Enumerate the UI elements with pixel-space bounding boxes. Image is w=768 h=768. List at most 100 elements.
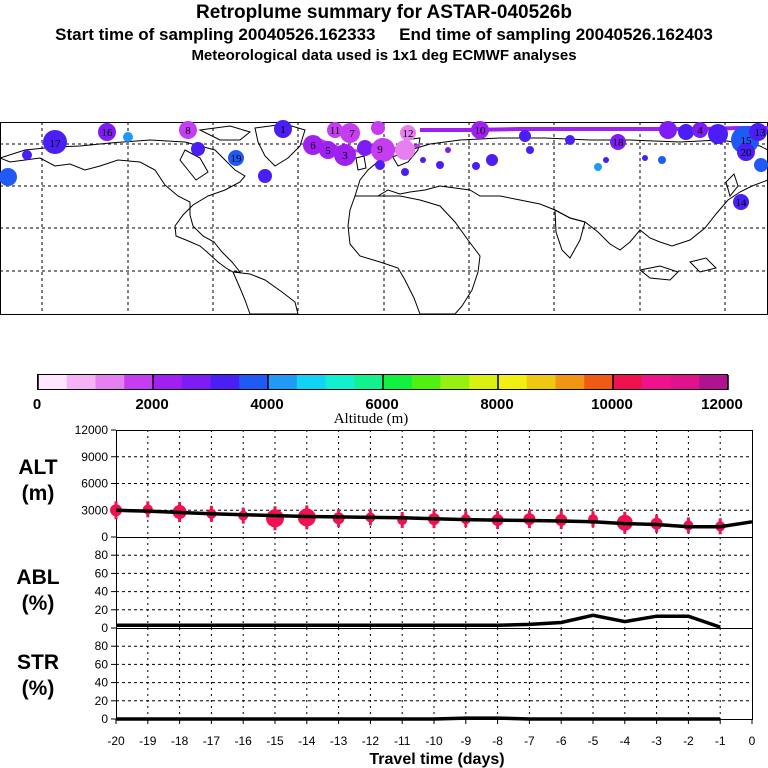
x-tick-label: -7 (524, 734, 535, 748)
colorbar-swatch (124, 375, 154, 389)
colorbar-swatch (325, 375, 355, 389)
x-tick-label: -17 (203, 734, 221, 748)
altitude-colorbar: 0 2000 4000 6000 8000 10000 12000 Altitu… (33, 374, 743, 427)
track-label: 11 (330, 125, 341, 137)
alt-series-line (115, 508, 753, 529)
colorbar-swatch (526, 375, 557, 389)
track-label: 18 (613, 137, 625, 149)
track-label: 14 (736, 197, 748, 209)
alt-ytick-label: 12000 (75, 423, 109, 437)
colorbar-swatch (210, 375, 240, 389)
x-tick-label: -4 (619, 734, 630, 748)
coastlines (0, 123, 768, 315)
abl-ytick-label: 20 (95, 603, 109, 617)
x-tick-label: -19 (139, 734, 157, 748)
colorbar-swatch (181, 375, 212, 389)
x-tick-label: -9 (460, 734, 471, 748)
str-ytick-label: 60 (95, 657, 109, 671)
track-label: 3 (342, 150, 348, 162)
abl-ytick-label: 60 (95, 566, 109, 580)
x-tick-label: -11 (394, 734, 411, 748)
world-map: 17 16 8 19 1 6 11 7 5 3 9 12 10 18 4 13 … (0, 120, 768, 315)
alt-ylabel: ALT (18, 456, 57, 479)
colorbar-swatch (239, 375, 269, 389)
x-tick-label: -15 (266, 734, 284, 748)
colorbar-tick-label: 0 (33, 396, 41, 413)
str-ytick-label: 40 (95, 676, 109, 690)
x-tick-label: -2 (683, 734, 694, 748)
colorbar-swatch (469, 375, 499, 389)
track-label: 5 (325, 145, 331, 157)
colorbar-tick-label: 12000 (701, 396, 743, 413)
colorbar-tick-label: 10000 (591, 396, 633, 413)
x-tick-label: -20 (107, 734, 125, 748)
alt-y-tick-labels: 0 3000 6000 9000 12000 (75, 423, 116, 544)
x-tick-label: 0 (749, 734, 756, 748)
str-series-line (116, 716, 721, 721)
track-label: 19 (231, 153, 243, 165)
x-axis-label: Travel time (days) (369, 751, 504, 768)
colorbar-tick-label: 6000 (365, 396, 398, 413)
str-panel-frame (116, 628, 753, 720)
colorbar-tick-label: 4000 (250, 396, 283, 413)
colorbar-swatch (153, 375, 183, 389)
track-label: 1 (280, 124, 286, 136)
abl-panel: 0 20 40 60 80 ABL (%) (16, 537, 753, 635)
track-label: 15 (741, 135, 753, 147)
str-ylabel-unit: (%) (22, 677, 55, 700)
colorbar-swatch (670, 375, 700, 389)
abl-gridlines (116, 537, 752, 628)
alt-ytick-label: 9000 (81, 450, 108, 464)
colorbar-swatch (38, 375, 68, 389)
track-label: 16 (102, 127, 114, 139)
track-label: 4 (697, 125, 703, 137)
colorbar-label: Altitude (m) (334, 411, 409, 427)
plume-labels: 17 16 8 19 1 6 11 7 5 3 9 12 10 18 4 13 … (50, 124, 767, 209)
colorbar-swatch (555, 375, 585, 389)
alt-ylabel-unit: (m) (22, 482, 55, 505)
str-ytick-label: 80 (95, 639, 109, 653)
abl-y-tick-labels: 0 20 40 60 80 (95, 548, 116, 635)
track-label: 9 (377, 144, 383, 156)
colorbar-swatch (383, 375, 413, 389)
track-label: 20 (741, 147, 753, 159)
x-tick-label: -14 (298, 734, 316, 748)
map-gridlines (0, 122, 768, 314)
x-tick-label: -10 (425, 734, 443, 748)
plume-dots (0, 120, 768, 210)
str-panel: 0 20 40 60 80 STR (%) (17, 628, 753, 726)
abl-ylabel: ABL (16, 566, 59, 589)
colorbar-swatch (411, 375, 442, 389)
x-tick-label: -13 (330, 734, 348, 748)
str-y-tick-labels: 0 20 40 60 80 (95, 639, 116, 726)
colorbar-swatch (498, 375, 528, 389)
track-label: 13 (755, 127, 767, 139)
colorbar-swatch (440, 375, 470, 389)
track-label: 10 (475, 125, 487, 137)
colorbar-swatch (613, 375, 643, 389)
track-label: 12 (403, 128, 414, 140)
alt-ytick-label: 6000 (81, 477, 108, 491)
abl-series-line (116, 613, 721, 629)
abl-ytick-label: 0 (101, 621, 108, 635)
track-label: 7 (349, 128, 355, 140)
met-data-line: Meteorological data used is 1x1 deg ECMW… (191, 47, 577, 64)
colorbar-swatch (95, 375, 125, 389)
x-tick-labels: -20 -19 -18 -17 -16 -15 -14 -13 -12 -11 -10 -9 -8 -7-… (107, 719, 756, 748)
x-tick-label: -6 (556, 734, 567, 748)
str-ytick-label: 0 (101, 712, 108, 726)
abl-ylabel-unit: (%) (22, 592, 55, 615)
track-label: 17 (50, 138, 62, 150)
alt-ytick-label: 3000 (81, 503, 108, 517)
x-tick-label: -16 (235, 734, 253, 748)
colorbar-swatch (584, 375, 614, 389)
x-tick-label: -12 (362, 734, 380, 748)
colorbar-tick-label: 8000 (480, 396, 513, 413)
x-tick-label: -1 (715, 734, 726, 748)
track-label: 8 (185, 125, 191, 137)
colorbar-swatch (296, 375, 327, 389)
colorbar-swatch (268, 375, 298, 389)
str-ytick-label: 20 (95, 694, 109, 708)
str-ylabel: STR (17, 651, 59, 674)
